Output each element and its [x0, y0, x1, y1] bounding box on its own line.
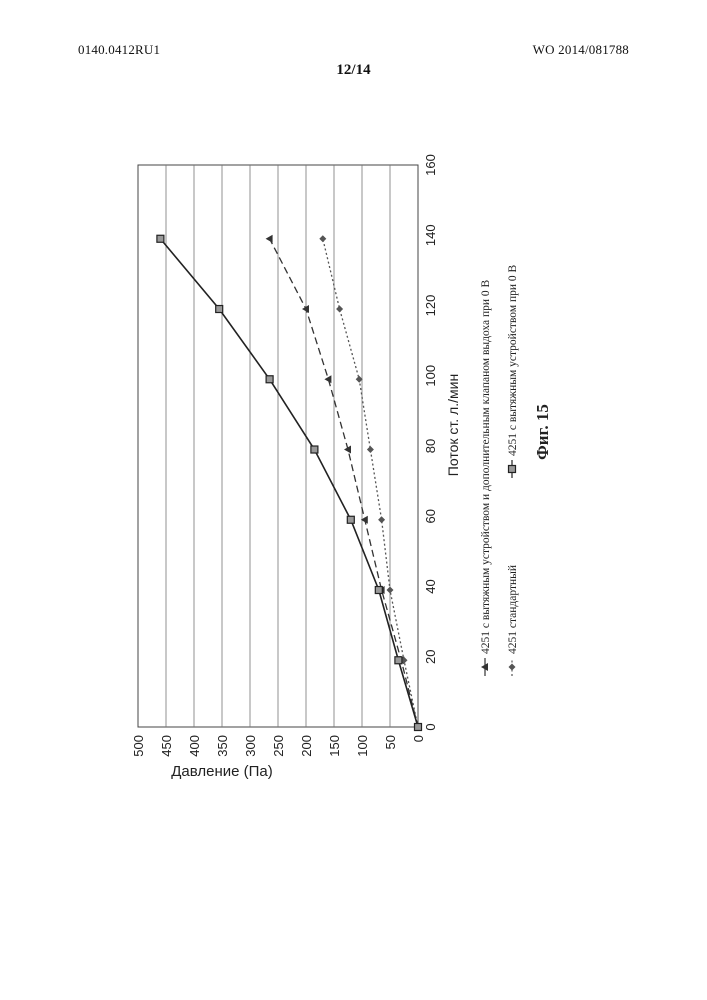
series-3 [157, 235, 422, 730]
series-line [270, 239, 418, 727]
x-tick-label: 100 [423, 365, 438, 387]
x-tick-label: 80 [423, 439, 438, 453]
legend-entry: 4251 стандартный [507, 565, 519, 676]
y-tick-label: 350 [215, 735, 230, 757]
data-point [319, 235, 326, 242]
series-group [157, 235, 422, 731]
data-point [375, 587, 382, 594]
legend-label: 4251 с вытяжным устройством и дополнител… [480, 279, 492, 654]
y-tick-label: 300 [243, 735, 258, 757]
legend-entry: 4251 с вытяжным устройством и дополнител… [480, 279, 492, 676]
legend: 4251 с вытяжным устройством и дополнител… [480, 264, 519, 676]
y-tick-label: 150 [327, 735, 342, 757]
data-point [157, 235, 164, 242]
x-tick-label: 40 [423, 579, 438, 593]
tick-labels: 0 50 100 150 200 250 300 350 400 450 500 0 20 40 60 80 1… [131, 154, 438, 757]
data-point [336, 306, 343, 313]
legend-entry: 4251 с вытяжным устройством при 0 В [507, 264, 519, 478]
plot-area [138, 165, 418, 727]
y-tick-label: 450 [159, 735, 174, 757]
y-tick-label: 400 [187, 735, 202, 757]
data-point [347, 516, 354, 523]
data-point [395, 657, 402, 664]
legend-label: 4251 стандартный [507, 565, 519, 654]
x-tick-label: 160 [423, 154, 438, 176]
data-point [302, 305, 309, 313]
x-axis-label: Поток ст. л./мин [445, 374, 461, 476]
x-tick-label: 140 [423, 224, 438, 246]
x-tick-label: 0 [423, 723, 438, 730]
y-tick-label: 200 [299, 735, 314, 757]
data-point [311, 446, 318, 453]
data-point [266, 235, 273, 243]
data-point [387, 587, 394, 594]
x-tick-label: 120 [423, 295, 438, 317]
data-point [509, 466, 516, 473]
data-point [415, 724, 422, 731]
series-line [323, 239, 418, 727]
data-point [509, 664, 516, 671]
data-point [367, 446, 374, 453]
y-tick-label: 50 [383, 735, 398, 749]
y-tick-label: 100 [355, 735, 370, 757]
x-tick-label: 60 [423, 509, 438, 523]
y-axis-label: Давление (Па) [171, 763, 273, 780]
data-point [216, 306, 223, 313]
data-point [266, 376, 273, 383]
series-line [160, 239, 418, 727]
legend-label: 4251 с вытяжным устройством при 0 В [507, 264, 519, 456]
data-point [378, 516, 385, 523]
x-tick-label: 20 [423, 650, 438, 664]
y-tick-label: 500 [131, 735, 146, 757]
y-tick-label: 0 [411, 735, 426, 742]
data-point [324, 375, 331, 383]
y-tick-label: 250 [271, 735, 286, 757]
figure-caption: Фиг. 15 [533, 404, 552, 460]
series-2 [319, 235, 421, 730]
